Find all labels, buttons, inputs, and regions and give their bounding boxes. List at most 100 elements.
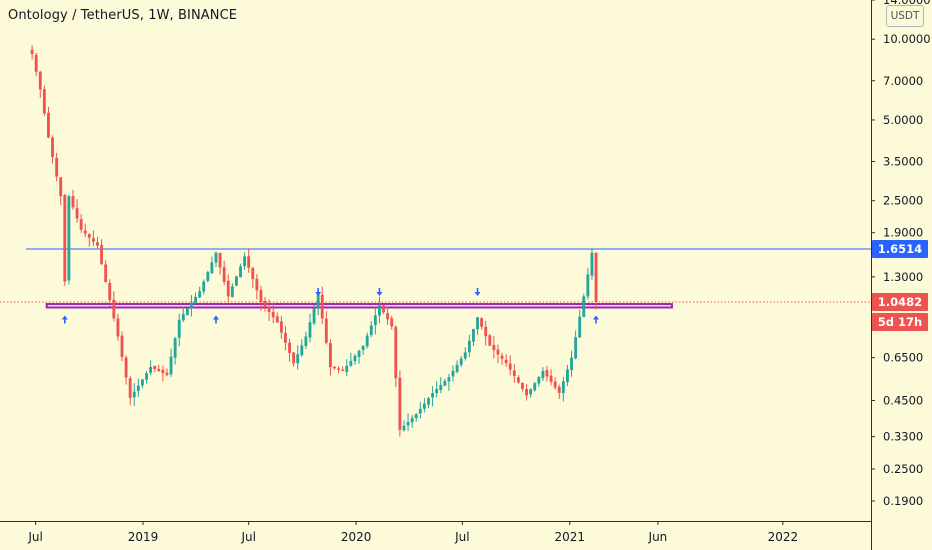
candle-body <box>594 252 598 302</box>
resistance-price-label-bg <box>872 240 928 259</box>
candle-body <box>181 314 185 321</box>
y-tick-label: 0.1900 <box>883 494 923 508</box>
up-arrow-icon <box>212 315 219 324</box>
candle-body <box>557 386 561 393</box>
candle-body <box>275 316 279 323</box>
candle-body <box>447 377 451 382</box>
candle-body <box>451 370 455 377</box>
candle-body <box>394 326 398 379</box>
up-arrow-icon <box>593 315 600 324</box>
candle-body <box>500 355 504 359</box>
candle-body <box>390 318 394 327</box>
current-price-label: 1.0482 <box>878 295 922 309</box>
candle-body <box>586 274 590 297</box>
down-arrow-icon <box>376 288 383 297</box>
candle-body <box>83 230 87 234</box>
candle-body <box>353 355 357 362</box>
candle-body <box>484 326 488 337</box>
candle-body <box>324 318 328 343</box>
y-tick-label: 10.0000 <box>883 32 931 46</box>
candle-body <box>128 378 132 398</box>
candle-body <box>296 354 300 364</box>
candle-body <box>480 318 484 327</box>
candle-body <box>414 414 418 418</box>
candle-body <box>226 280 230 297</box>
candle-body <box>51 137 54 158</box>
candle-body <box>443 381 447 386</box>
candle-body <box>545 370 549 377</box>
price-labels: 1.6514 1.0482 5d 17h <box>872 240 928 331</box>
candle-body <box>173 338 177 358</box>
candle-body <box>185 308 189 316</box>
candle-body <box>47 112 50 138</box>
candle-body <box>230 286 234 297</box>
candle-body <box>165 372 169 376</box>
candle-body <box>476 317 479 330</box>
chart-title: Ontology / TetherUS, 1W, BINANCE <box>8 8 238 23</box>
candle-body <box>210 262 214 274</box>
candle-body <box>108 283 112 301</box>
candle-body <box>488 335 492 346</box>
candle-body <box>574 337 578 359</box>
candle-body <box>243 256 247 267</box>
candle-body <box>104 264 108 282</box>
candle-body <box>59 177 63 197</box>
candle-body <box>386 313 390 320</box>
candle-body <box>312 308 316 324</box>
candle-body <box>202 281 206 292</box>
candle-body <box>373 315 377 326</box>
countdown-label-bg <box>872 312 928 331</box>
candle-body <box>361 345 365 350</box>
candle-body <box>157 368 161 372</box>
candle-body <box>42 89 46 114</box>
candle-body <box>435 389 439 394</box>
candle-body <box>288 342 291 353</box>
candle-body <box>418 408 422 414</box>
candle-body <box>349 360 353 366</box>
candle-body <box>222 267 226 282</box>
candle-body <box>100 245 104 264</box>
candle-body <box>79 219 83 230</box>
candle-body <box>169 356 173 375</box>
currency-button[interactable]: USDT <box>886 5 924 27</box>
candle-body <box>239 266 242 278</box>
resistance-price-label: 1.6514 <box>878 242 922 256</box>
candle-body <box>149 366 153 373</box>
candle-body <box>206 271 210 281</box>
candle-body <box>124 357 128 378</box>
y-tick-label: 1.3000 <box>883 270 923 284</box>
candle-body <box>333 366 336 369</box>
candle-body <box>251 267 255 280</box>
candle-body <box>247 256 251 268</box>
candle-body <box>516 377 520 383</box>
candle-body <box>328 343 332 367</box>
candle-body <box>194 296 197 304</box>
candle-body <box>284 332 287 343</box>
candle-body <box>561 381 565 394</box>
candle-body <box>537 377 541 384</box>
candle-body <box>67 196 71 281</box>
candle-body <box>263 300 267 307</box>
y-tick-label: 1.9000 <box>883 226 923 240</box>
candle-body <box>38 71 42 90</box>
candle-body <box>153 365 157 370</box>
y-tick-label: 5.0000 <box>883 113 923 127</box>
candle-body <box>459 358 463 365</box>
candle-body <box>96 242 99 246</box>
level-lines <box>0 248 871 309</box>
x-tick-label: 2019 <box>128 530 159 544</box>
candle-body <box>541 370 545 379</box>
candles <box>30 45 598 437</box>
candle-body <box>345 365 349 372</box>
candle-body <box>316 294 320 308</box>
candle-body <box>271 311 275 318</box>
candle-body <box>463 352 467 359</box>
candle-body <box>116 318 120 337</box>
candle-body <box>378 305 381 316</box>
candle-body <box>132 391 136 398</box>
candle-body <box>566 369 569 383</box>
candle-body <box>235 276 238 286</box>
